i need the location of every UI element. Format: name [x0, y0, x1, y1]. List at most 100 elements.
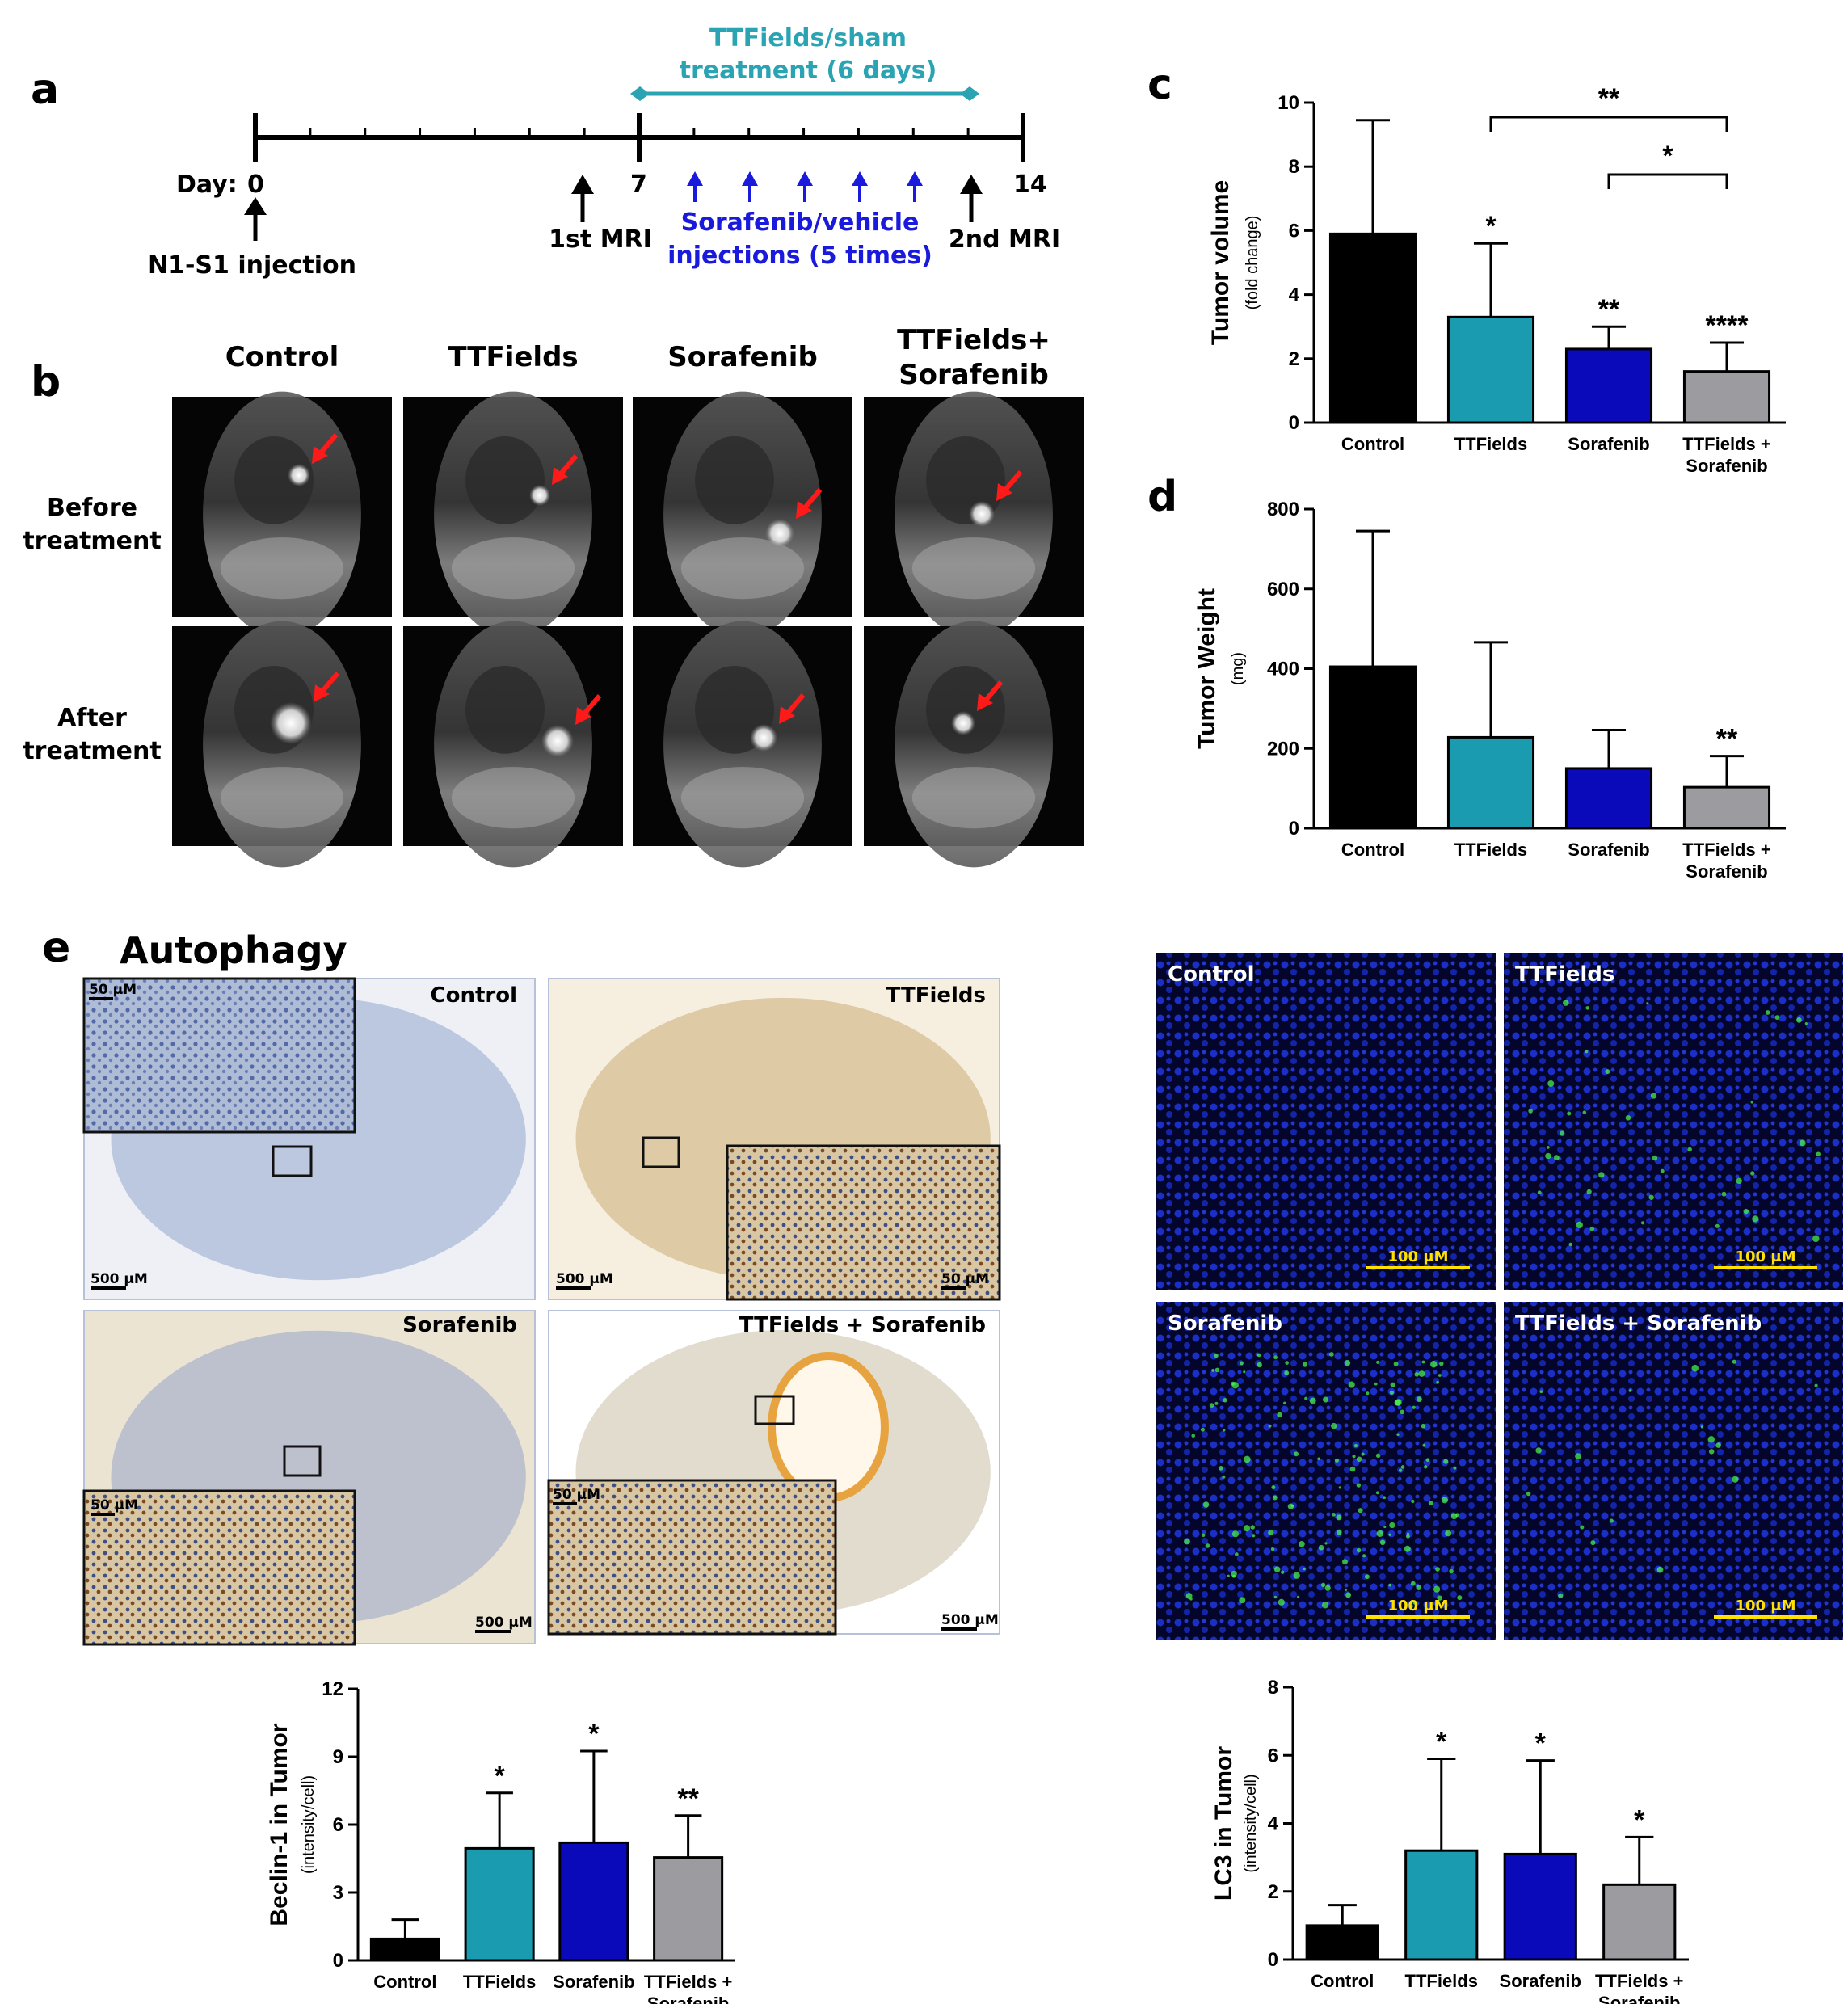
- significance-marker: *: [1485, 211, 1497, 242]
- lc3-puncta: [1332, 1512, 1336, 1517]
- if-label: TTFields + Sorafenib: [1515, 1311, 1762, 1336]
- mri-column-header: Sorafenib: [667, 341, 818, 373]
- lc3-puncta: [1356, 1483, 1362, 1488]
- lc3-puncta: [1652, 1155, 1658, 1161]
- lc3-puncta: [1287, 1503, 1294, 1509]
- zoom-box: [754, 1395, 795, 1425]
- y-tick-label: 200: [1267, 738, 1299, 760]
- lc3-puncta: [1281, 1570, 1285, 1574]
- lc3-puncta: [1405, 1534, 1410, 1539]
- y-tick-label: 8: [1268, 1677, 1278, 1699]
- zoom-inset: [82, 1489, 356, 1646]
- lc3-puncta: [1214, 1401, 1219, 1405]
- bar: [1564, 347, 1653, 424]
- lc3-puncta: [1309, 1397, 1316, 1404]
- y-axis-label: Tumor volume: [1207, 180, 1234, 345]
- lc3-puncta: [1341, 1559, 1348, 1565]
- lc3-puncta: [1546, 1145, 1550, 1149]
- lc3-puncta: [1535, 1447, 1542, 1454]
- scale-bar-small-label: 50 μM: [553, 1487, 600, 1503]
- zoom-inset: [726, 1144, 1001, 1301]
- lc3-puncta: [1598, 1172, 1605, 1178]
- abdomen-signal: [220, 537, 344, 600]
- chart-beclin1: 0 3 6 9 12 Control * TTFields * Sorafenib ** TTFiel…: [266, 1678, 735, 2004]
- chart-lc3: 0 2 4 6 8 Control * TTFields * Sorafenib * TTFields…: [1210, 1677, 1689, 2004]
- lc3-puncta: [1184, 1538, 1190, 1545]
- nuclei-stain: [1156, 1302, 1496, 1640]
- category-label: TTFields +: [644, 1972, 732, 1992]
- lc3-puncta: [1348, 1381, 1355, 1388]
- ihc-image: Sorafenib 500 μM 50 μM: [82, 1310, 536, 1646]
- lc3-puncta: [1239, 1597, 1246, 1604]
- lc3-puncta: [1393, 1362, 1399, 1366]
- lc3-puncta: [1425, 1458, 1430, 1462]
- lc3-puncta: [1349, 1466, 1356, 1472]
- category-label: Control: [1311, 1971, 1374, 1991]
- lc3-puncta: [1219, 1466, 1223, 1471]
- lc3-puncta: [1650, 1093, 1657, 1099]
- lc3-puncta: [1416, 1585, 1422, 1590]
- tumor-spot: [270, 702, 312, 744]
- injection-label: N1-S1 injection: [148, 251, 356, 280]
- lc3-puncta: [1375, 1491, 1379, 1495]
- category-label: Sorafenib: [1568, 434, 1649, 454]
- lc3-puncta: [1414, 1372, 1420, 1377]
- tumor-spot: [951, 711, 975, 735]
- lc3-puncta: [1358, 1508, 1363, 1514]
- tumor-spot: [750, 724, 777, 752]
- lc3-puncta: [1328, 1352, 1334, 1357]
- arrow-head: [852, 171, 868, 186]
- lc3-puncta: [1361, 1452, 1365, 1456]
- chart-tumor-volume: 0 2 4 6 8 10 Control * TTFields ** Sorafenib **** TT…: [1207, 83, 1786, 476]
- ihc-label: Sorafenib: [402, 1313, 517, 1337]
- category-label: TTFields: [463, 1972, 536, 1992]
- abdomen-signal: [911, 537, 1036, 600]
- significance-bracket: [1489, 116, 1728, 132]
- scale-bar-large-label: 500 μM: [91, 1271, 148, 1287]
- lc3-puncta: [1222, 1429, 1226, 1432]
- y-tick-label: 10: [1278, 92, 1299, 114]
- bar: [653, 1856, 724, 1962]
- chart-tumor-weight: 0 200 400 600 800 Control TTFields Sorafenib ** T…: [1193, 499, 1786, 882]
- lc3-puncta: [1364, 1574, 1370, 1580]
- significance-marker: **: [677, 1783, 699, 1814]
- lc3-puncta: [1418, 1370, 1425, 1377]
- lc3-puncta: [1421, 1360, 1425, 1364]
- lc3-puncta: [1362, 1554, 1366, 1558]
- mri-image: [633, 621, 852, 868]
- bar: [1404, 1849, 1479, 1961]
- mri-column-header: TTFields: [448, 341, 578, 373]
- liver-region: [465, 665, 545, 754]
- day-0-label: 0: [247, 171, 264, 199]
- lc3-puncta: [1625, 1115, 1631, 1121]
- abdomen-signal: [680, 767, 805, 829]
- arrow-head: [797, 171, 813, 186]
- sorafenib-label-line1: Sorafenib/vehicle: [681, 208, 920, 237]
- lc3-puncta: [1239, 1361, 1244, 1366]
- lc3-puncta: [1752, 1215, 1759, 1223]
- lc3-puncta: [1715, 1442, 1721, 1448]
- y-tick-label: 8: [1289, 156, 1299, 178]
- lc3-puncta: [1273, 1566, 1281, 1572]
- y-axis-label: Beclin-1 in Tumor: [266, 1723, 293, 1926]
- panel-a: a TTFields/sham treatment (6 days) Day: …: [31, 24, 1060, 280]
- y-axis-label: Tumor Weight: [1193, 588, 1220, 749]
- sorafenib-label-line2: injections (5 times): [667, 242, 932, 270]
- sorafenib-injection-arrow: [742, 171, 758, 202]
- lc3-puncta: [1799, 1139, 1806, 1147]
- ihc-label: TTFields + Sorafenib: [739, 1313, 986, 1337]
- lc3-puncta: [1383, 1525, 1387, 1529]
- significance-marker: **: [1716, 724, 1738, 755]
- liver-region: [695, 436, 774, 524]
- lc3-puncta: [1576, 1221, 1583, 1229]
- significance-marker: *: [495, 1761, 506, 1791]
- liver-region: [234, 436, 314, 524]
- y-axis-sublabel: (intensity/cell): [300, 1775, 318, 1874]
- zoom-box: [272, 1145, 313, 1177]
- y-axis-label: LC3 in Tumor: [1210, 1746, 1237, 1901]
- lc3-puncta: [1585, 1006, 1590, 1010]
- arrow-head: [907, 171, 923, 186]
- mri1-arrow-head: [571, 175, 594, 194]
- lc3-puncta: [1605, 1069, 1610, 1075]
- y-tick-label: 6: [333, 1814, 343, 1836]
